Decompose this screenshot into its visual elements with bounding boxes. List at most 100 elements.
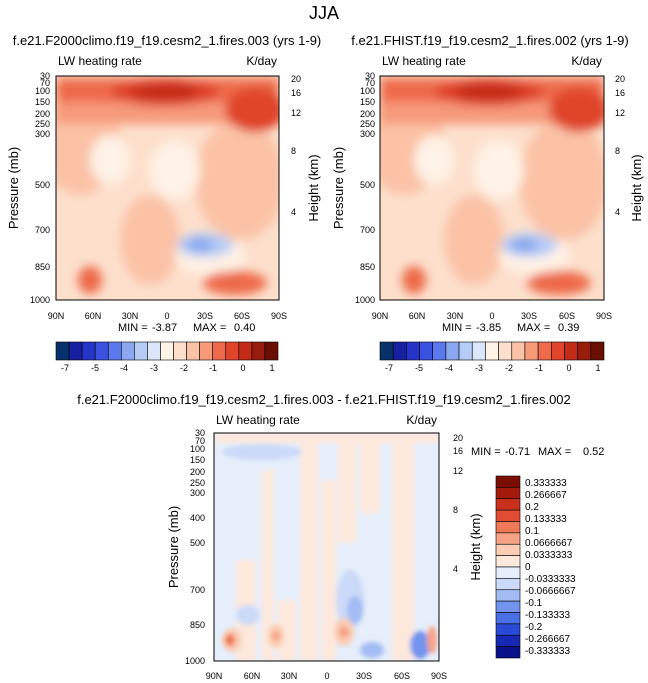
colorbar-label: 0 — [566, 363, 571, 373]
y-tick: 70 — [40, 78, 50, 88]
panel-3-ylabel: Pressure (mb) — [166, 506, 181, 588]
x-tick: 30S — [356, 671, 372, 681]
max-value: 0.40 — [234, 322, 255, 334]
x-tick: 60S — [234, 311, 250, 321]
panel-1-y2label: Height (km) — [306, 154, 321, 221]
x-tick: 0 — [489, 311, 494, 321]
panel-2-x-ticks: 90N 60N 30N 0 30S 60S 90S — [372, 311, 612, 321]
colorbar-label: 0.0333333 — [525, 550, 573, 561]
panel-1-left-label: LW heating rate — [58, 54, 142, 68]
x-tick: 30N — [447, 311, 464, 321]
panel-2-left-label: LW heating rate — [382, 54, 466, 68]
x-tick: 0 — [324, 671, 329, 681]
colorbar-label: -4 — [120, 363, 128, 373]
panel-2: f.e21.FHIST.f19_f19.cesm2_1.fires.002 (y… — [331, 33, 644, 373]
panel-1-title: f.e21.F2000climo.f19_f19.cesm2_1.fires.0… — [13, 33, 322, 48]
colorbar-label: -0.266667 — [525, 634, 570, 645]
colorbar-swatch — [160, 341, 174, 361]
min-value: -3.87 — [152, 322, 177, 334]
colorbar-swatch — [186, 341, 200, 361]
y-tick: 250 — [190, 478, 205, 488]
min-label: MIN = — [442, 322, 472, 334]
y-tick: 30 — [365, 71, 375, 81]
max-label: MAX = — [517, 322, 550, 334]
max-value: 0.52 — [583, 446, 604, 458]
colorbar-swatch — [498, 341, 513, 361]
panel-1-x-ticks: 90N 60N 30N 0 30S 60S 90S — [48, 311, 287, 321]
colorbar-swatch — [68, 341, 83, 361]
colorbar-label: 0.0666667 — [525, 538, 573, 549]
panel-1-right-label: K/day — [246, 54, 277, 68]
colorbar-swatch — [495, 543, 521, 556]
y-tick: 500 — [35, 180, 50, 190]
y-tick: 200 — [190, 467, 205, 477]
y-tick: 700 — [35, 225, 50, 235]
colorbar-swatch — [577, 341, 592, 361]
x-tick: 30N — [122, 311, 139, 321]
x-tick: 90N — [48, 311, 65, 321]
colorbar-swatch — [495, 566, 521, 579]
y-tick: 700 — [360, 225, 375, 235]
panel-3-colorbar-labels: 0.333333 0.266667 0.2 0.133333 0.1 0.066… — [525, 478, 576, 657]
panel-2-y-ticks: 30 70 100 150 200 250 300 500 700 850 10… — [355, 71, 375, 305]
colorbar-swatch — [495, 589, 521, 602]
y2-tick: 4 — [615, 207, 620, 217]
panel-2-colorbar — [379, 341, 605, 361]
y2-tick: 8 — [291, 146, 296, 156]
colorbar-swatch — [458, 341, 473, 361]
colorbar-label: 0.266667 — [525, 490, 567, 501]
colorbar-label: -3 — [475, 363, 483, 373]
y2-tick: 20 — [453, 433, 463, 443]
colorbar-swatch — [495, 498, 521, 511]
y-tick: 100 — [190, 444, 205, 454]
panel-3-y2-ticks: 20 16 12 8 4 — [453, 433, 463, 574]
y-tick: 70 — [365, 78, 375, 88]
colorbar-label: -0.333333 — [525, 646, 570, 657]
colorbar-label: -2 — [180, 363, 188, 373]
y-tick: 500 — [360, 180, 375, 190]
colorbar-label: 0.2 — [525, 502, 539, 513]
panel-1-colorbar — [55, 341, 279, 361]
min-label: MIN = — [118, 322, 148, 334]
colorbar-swatch — [495, 521, 521, 534]
colorbar-swatch — [590, 341, 605, 361]
colorbar-swatch — [134, 341, 148, 361]
colorbar-swatch — [564, 341, 578, 361]
colorbar-label: -0.0666667 — [525, 586, 576, 597]
colorbar-swatch — [524, 341, 539, 361]
y2-tick: 16 — [291, 88, 301, 98]
colorbar-label: -0.133333 — [525, 610, 570, 621]
x-tick: 90S — [431, 671, 447, 681]
max-label: MAX = — [193, 322, 226, 334]
panel-2-y2-ticks: 20 16 12 8 4 — [615, 74, 625, 217]
colorbar-swatch — [471, 341, 486, 361]
min-value: -3.85 — [476, 322, 501, 334]
y-tick: 100 — [35, 86, 50, 96]
y2-tick: 12 — [291, 108, 301, 118]
y2-tick: 20 — [291, 74, 301, 84]
colorbar-swatch — [495, 623, 521, 636]
colorbar-swatch — [173, 341, 187, 361]
y-tick: 400 — [190, 513, 205, 523]
y2-tick: 4 — [453, 564, 458, 574]
colorbar-swatch — [495, 509, 521, 522]
y2-tick: 12 — [615, 108, 625, 118]
y-tick: 100 — [360, 86, 375, 96]
panel-1: f.e21.F2000climo.f19_f19.cesm2_1.fires.0… — [6, 33, 321, 373]
x-tick: 90N — [372, 311, 389, 321]
colorbar-swatch — [495, 646, 521, 659]
colorbar-swatch — [251, 341, 266, 361]
colorbar-label: -5 — [415, 363, 423, 373]
colorbar-swatch — [537, 341, 552, 361]
x-tick: 60N — [85, 311, 102, 321]
panel-3: f.e21.F2000climo.f19_f19.cesm2_1.fires.0… — [77, 392, 604, 681]
panel-2-title: f.e21.FHIST.f19_f19.cesm2_1.fires.002 (y… — [351, 33, 628, 48]
y2-tick: 12 — [453, 466, 463, 476]
x-tick: 60S — [559, 311, 575, 321]
panel-1-field — [56, 76, 279, 300]
colorbar-label: -1 — [209, 363, 217, 373]
panel-1-colorbar-labels: -7 -5 -4 -3 -2 -1 0 1 — [61, 363, 275, 373]
colorbar-swatch — [406, 341, 420, 361]
colorbar-swatch — [199, 341, 214, 361]
